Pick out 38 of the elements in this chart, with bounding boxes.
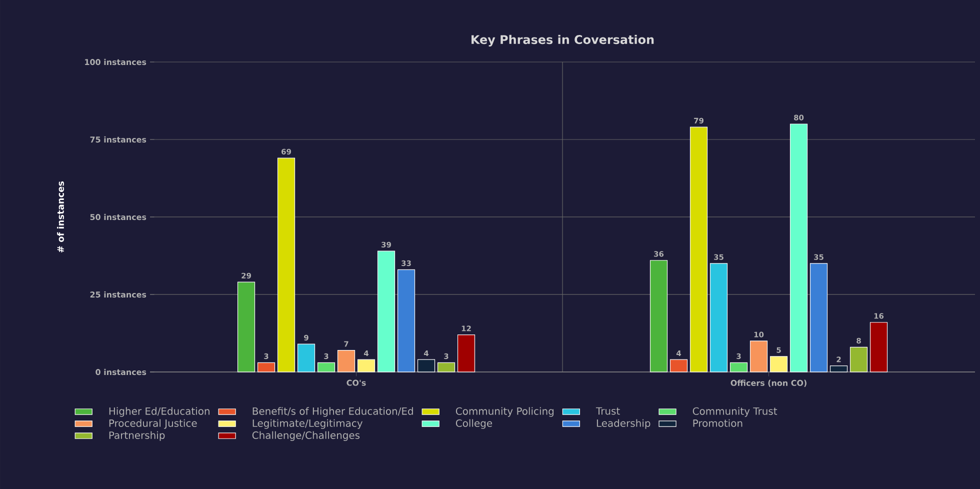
bar	[770, 356, 788, 372]
bar	[457, 334, 476, 372]
bar	[670, 359, 688, 372]
bar	[417, 359, 436, 372]
bar	[397, 269, 416, 372]
bar	[730, 362, 748, 372]
bar	[257, 362, 276, 372]
legend-label: Challenge/Challenges	[252, 431, 360, 441]
bar	[317, 362, 336, 372]
legend-label: Community Trust	[692, 407, 778, 417]
bar	[750, 340, 768, 372]
bar	[377, 250, 396, 372]
legend-label: Higher Ed/Education	[109, 407, 210, 417]
legend-label: Community Policing	[456, 407, 554, 417]
bar	[437, 362, 456, 372]
legend-label: Trust	[596, 407, 620, 415]
legend-label: Leadership	[596, 419, 650, 429]
bar	[790, 124, 808, 372]
bar	[297, 344, 316, 372]
chart-title: Key Phrases in Coversation	[472, 34, 654, 46]
legend-label: Promotion	[693, 419, 742, 427]
legend-label: Partnership	[109, 431, 165, 441]
bar	[277, 158, 296, 372]
legend-label: Procedural Justice	[109, 419, 197, 429]
legend-label: Benefit/s of Higher Education/Ed	[252, 407, 413, 417]
legend-label: College	[456, 419, 492, 429]
y-axis-title: # of instances	[57, 181, 64, 252]
bar	[710, 263, 728, 372]
bar	[337, 350, 356, 372]
bar	[650, 260, 668, 372]
bar	[810, 263, 828, 372]
legend-label: Legitimate/Legitimacy	[252, 419, 363, 429]
bar	[830, 365, 848, 372]
bar	[690, 126, 708, 372]
bar	[870, 322, 888, 372]
bar	[850, 346, 868, 372]
bar	[357, 359, 376, 372]
bar	[237, 282, 256, 372]
